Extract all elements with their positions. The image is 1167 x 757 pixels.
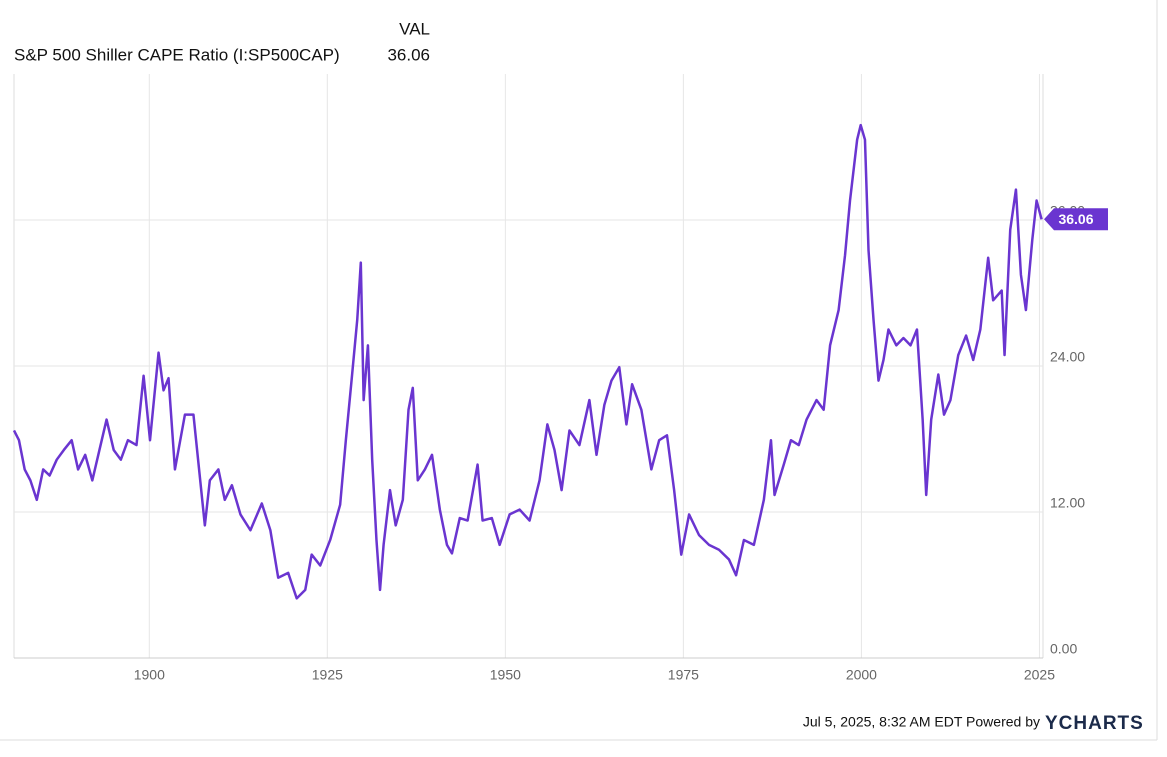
x-tick-label: 1950 <box>490 667 521 683</box>
series-line <box>12 123 1043 600</box>
column-header: VAL <box>399 19 430 38</box>
x-tick-label: 2025 <box>1024 667 1055 683</box>
series-name: S&P 500 Shiller CAPE Ratio (I:SP500CAP) <box>14 45 340 64</box>
y-tick-label: 0.00 <box>1050 641 1077 657</box>
brand-logo: YCHARTS <box>1045 713 1144 734</box>
x-tick-label: 1925 <box>312 667 343 683</box>
y-tick-label: 24.00 <box>1050 349 1085 365</box>
x-tick-label: 1900 <box>134 667 165 683</box>
latest-value: 36.06 <box>387 45 430 64</box>
timestamp: Jul 5, 2025, 8:32 AM EDT Powered by <box>803 714 1040 730</box>
y-tick-label: 12.00 <box>1050 495 1085 511</box>
x-tick-label: 1975 <box>668 667 699 683</box>
last-value-label: 36.06 <box>1058 211 1093 227</box>
x-tick-label: 2000 <box>846 667 877 683</box>
last-value-badge <box>1044 208 1108 231</box>
